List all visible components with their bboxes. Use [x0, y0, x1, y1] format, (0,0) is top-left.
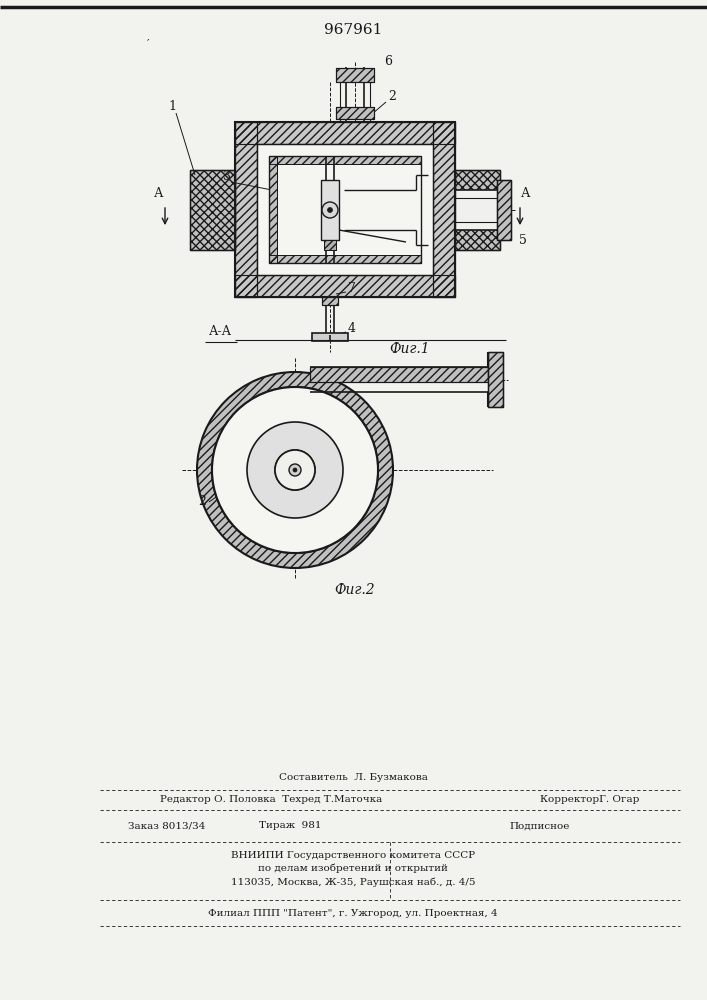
Text: по делам изобретений и открытий: по делам изобретений и открытий [258, 863, 448, 873]
Text: А-А: А-А [209, 325, 232, 338]
Bar [269, 156, 277, 263]
Text: 4: 4 [348, 322, 356, 335]
Bar [322, 297, 338, 305]
Bar [190, 170, 235, 250]
Bar [336, 107, 374, 119]
Bar [235, 275, 455, 297]
Bar [321, 180, 339, 240]
Text: Редактор О. Половка  Техред Т.Маточка: Редактор О. Половка Техред Т.Маточка [160, 796, 382, 804]
Bar [269, 255, 421, 263]
Bar [497, 180, 511, 240]
Text: 2: 2 [198, 495, 206, 508]
Bar [324, 240, 336, 250]
Text: 6: 6 [384, 55, 392, 68]
Text: Фиг.2: Фиг.2 [334, 583, 375, 597]
Bar [340, 77, 370, 122]
Circle shape [289, 464, 301, 476]
Bar [497, 180, 511, 240]
Bar [455, 190, 505, 230]
Bar [269, 156, 277, 263]
Text: ВНИИПИ Государственного комитета СССР: ВНИИПИ Государственного комитета СССР [231, 850, 475, 859]
Bar [336, 68, 374, 82]
Text: 1: 1 [168, 100, 176, 113]
Bar [488, 352, 503, 407]
Text: 113035, Москва, Ж-35, Раушская наб., д. 4/5: 113035, Москва, Ж-35, Раушская наб., д. … [230, 877, 475, 887]
Bar [190, 170, 235, 250]
Bar [235, 122, 257, 297]
Bar [455, 170, 500, 250]
Text: Фиг.1: Фиг.1 [390, 342, 431, 356]
Bar [269, 156, 421, 263]
Bar [324, 240, 336, 250]
Text: Тираж  981: Тираж 981 [259, 822, 321, 830]
Circle shape [327, 208, 332, 213]
Text: А: А [154, 187, 164, 200]
Bar [310, 367, 488, 382]
Text: Филиал ППП "Патент", г. Ужгород, ул. Проектная, 4: Филиал ППП "Патент", г. Ужгород, ул. Про… [208, 910, 498, 918]
Bar [190, 170, 235, 250]
Bar [336, 68, 374, 82]
Text: Составитель  Л. Бузмакова: Составитель Л. Бузмакова [279, 774, 428, 782]
Text: Подписное: Подписное [510, 822, 570, 830]
Bar [269, 255, 421, 263]
Bar [235, 122, 455, 144]
Bar [488, 352, 503, 407]
Text: 3: 3 [248, 425, 256, 438]
Bar [257, 144, 433, 275]
Bar [322, 297, 338, 305]
Bar [235, 122, 455, 144]
Bar [455, 170, 500, 250]
Bar [312, 333, 348, 341]
Bar [488, 352, 503, 407]
Circle shape [212, 387, 378, 553]
Bar [269, 156, 421, 164]
Text: ′: ′ [147, 39, 149, 49]
Bar [235, 275, 455, 297]
Bar [310, 367, 488, 382]
Text: Заказ 8013/34: Заказ 8013/34 [128, 822, 205, 830]
Circle shape [293, 468, 297, 472]
Text: КорректорГ. Огар: КорректорГ. Огар [540, 796, 639, 804]
Text: 3: 3 [223, 170, 231, 183]
Bar [433, 122, 455, 297]
Text: 7: 7 [348, 282, 356, 295]
Bar [433, 122, 455, 297]
Bar [455, 170, 500, 250]
Text: 5: 5 [519, 234, 527, 247]
Text: 2: 2 [388, 90, 396, 103]
Text: 967961: 967961 [324, 23, 382, 37]
Bar [269, 156, 421, 164]
Wedge shape [197, 372, 393, 568]
Circle shape [322, 202, 338, 218]
Bar [497, 180, 511, 240]
Bar [336, 107, 374, 119]
Bar [235, 122, 455, 297]
Circle shape [275, 450, 315, 490]
Bar [235, 122, 257, 297]
Wedge shape [247, 422, 343, 518]
Text: А: А [521, 187, 531, 200]
